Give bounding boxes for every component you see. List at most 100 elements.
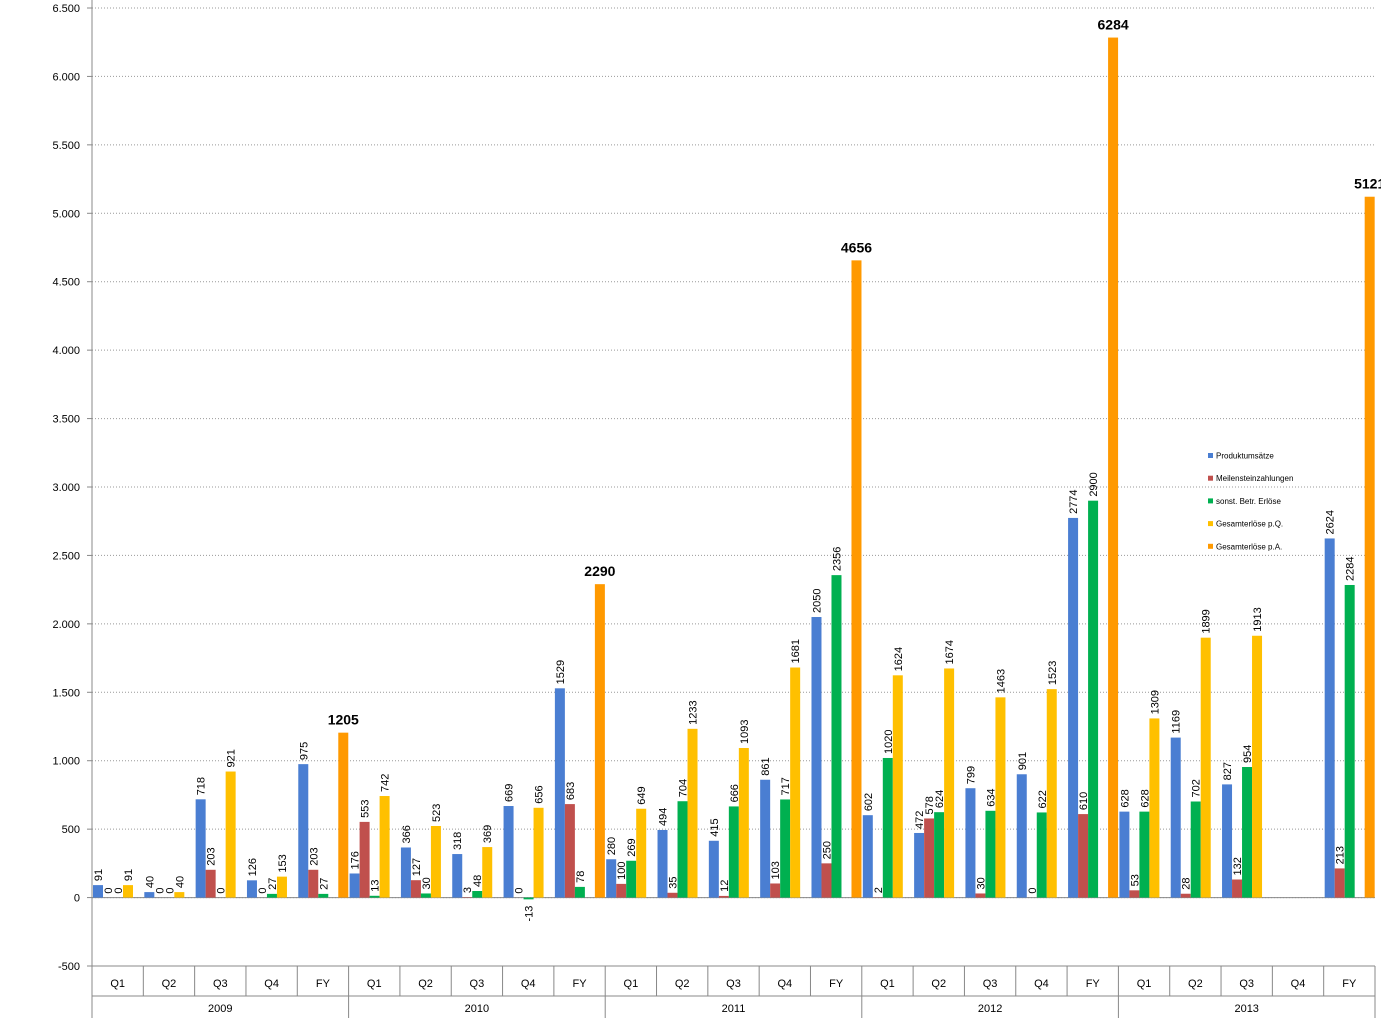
value-label: 1523 [1047, 661, 1059, 685]
y-tick-label: 0 [74, 893, 80, 905]
value-label: 718 [196, 777, 208, 795]
bar [770, 883, 781, 898]
value-label: 683 [565, 782, 577, 800]
bar [410, 880, 421, 898]
value-label: 2356 [831, 547, 843, 571]
value-label: 153 [277, 854, 289, 872]
bar [369, 895, 380, 898]
bar [1046, 689, 1057, 898]
value-label: 27 [267, 878, 279, 890]
value-label: 53 [1129, 874, 1141, 886]
value-label: 366 [401, 825, 413, 843]
bar [1324, 538, 1335, 898]
value-label: 704 [678, 779, 690, 797]
bar [482, 847, 493, 898]
x-tick-label: Q2 [162, 978, 177, 990]
y-tick-label: -500 [58, 961, 80, 973]
value-label: 656 [534, 785, 546, 803]
bar [574, 886, 585, 898]
value-label: 578 [924, 796, 936, 814]
value-label: 954 [1242, 745, 1254, 763]
y-tick-label: 1.500 [52, 687, 80, 699]
value-label: 634 [985, 788, 997, 806]
bar [892, 675, 903, 898]
bar [174, 892, 185, 898]
value-label: 1624 [893, 647, 905, 671]
value-label: 717 [780, 777, 792, 795]
x-tick-label: Q1 [1137, 978, 1152, 990]
value-label: 602 [863, 793, 875, 811]
x-tick-label: Q1 [367, 978, 382, 990]
bar [1119, 811, 1130, 898]
bar [400, 847, 411, 898]
value-label: 1233 [688, 700, 700, 724]
bar [760, 779, 771, 898]
x-tick-label: Q1 [624, 978, 639, 990]
bar [338, 732, 349, 898]
legend-swatch [1208, 475, 1213, 481]
bar [851, 260, 862, 898]
value-label: 0 [514, 887, 526, 893]
bar [667, 892, 678, 898]
value-label: 28 [1181, 877, 1193, 889]
y-tick-label: 5.500 [52, 140, 80, 152]
value-label: 622 [1037, 790, 1049, 808]
group-label: 2011 [722, 1003, 746, 1015]
value-label: 861 [760, 757, 772, 775]
x-tick-label: Q2 [675, 978, 690, 990]
value-label: 827 [1222, 762, 1234, 780]
bar [1334, 868, 1345, 898]
bar [1068, 517, 1079, 898]
bar [1232, 879, 1243, 898]
value-label: 127 [411, 858, 423, 876]
value-label: 269 [626, 838, 638, 856]
value-label: 2050 [811, 589, 823, 613]
group-label: 2009 [208, 1003, 232, 1015]
legend-label: Meilensteinzahlungen [1216, 474, 1293, 483]
value-label: 1020 [883, 729, 895, 753]
value-label: 0 [154, 887, 166, 893]
bar [1170, 737, 1181, 898]
x-tick-label: Q4 [521, 978, 536, 990]
bar [430, 825, 441, 898]
group-label: 2013 [1234, 1003, 1258, 1015]
x-tick-label: Q4 [1291, 978, 1306, 990]
bar [93, 885, 103, 898]
value-label: 1463 [995, 669, 1007, 693]
bar [564, 804, 575, 898]
x-tick-label: FY [1086, 978, 1101, 990]
bar [1180, 893, 1191, 898]
bar [831, 575, 842, 898]
bar [1149, 718, 1160, 898]
value-label: 4656 [841, 239, 872, 255]
value-label: 35 [668, 877, 680, 889]
bar [1222, 784, 1233, 898]
bar [266, 893, 277, 898]
y-tick-label: 1.000 [52, 756, 80, 768]
x-tick-label: FY [829, 978, 844, 990]
bar [1364, 196, 1375, 898]
bar [1036, 812, 1047, 898]
bar [420, 893, 431, 898]
value-label: 100 [616, 862, 628, 880]
bar [995, 697, 1006, 898]
value-label: 6284 [1098, 17, 1129, 33]
bar [452, 854, 463, 898]
x-tick-label: FY [316, 978, 331, 990]
value-label: 1205 [328, 712, 359, 728]
value-label: 1681 [790, 639, 802, 663]
value-label: 1309 [1149, 690, 1161, 714]
y-tick-label: 4.500 [52, 277, 80, 289]
value-label: 1913 [1252, 607, 1264, 631]
value-label: 0 [103, 887, 115, 893]
bar [1200, 637, 1211, 898]
value-label: 0 [113, 887, 125, 893]
x-tick-label: Q3 [1239, 978, 1254, 990]
value-label: 203 [206, 847, 218, 865]
value-label: 2624 [1325, 510, 1337, 534]
legend-swatch [1208, 521, 1213, 527]
bar [985, 810, 996, 898]
value-label: 1899 [1201, 609, 1213, 633]
value-label: 40 [144, 876, 156, 888]
